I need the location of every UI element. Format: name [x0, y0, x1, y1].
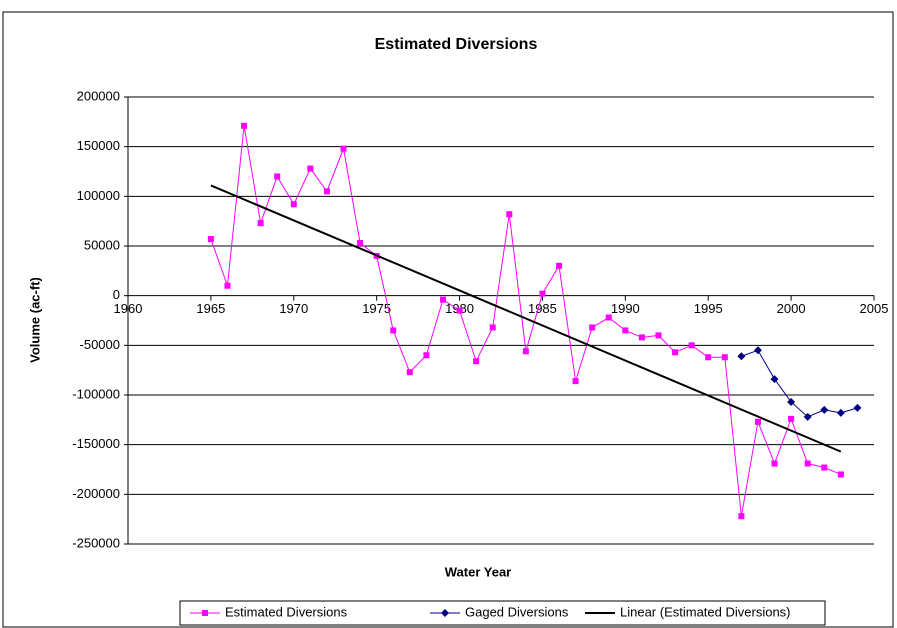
- data-point: [837, 471, 844, 478]
- y-tick-label: 50000: [84, 237, 120, 252]
- data-point: [804, 460, 811, 467]
- legend-label: Linear (Estimated Diversions): [620, 604, 791, 619]
- data-point: [853, 403, 862, 412]
- data-point: [539, 290, 546, 297]
- y-tick-label: 200000: [77, 88, 120, 103]
- y-tick-label: 0: [113, 287, 120, 302]
- data-point: [473, 358, 480, 365]
- x-tick-label: 1965: [196, 301, 225, 316]
- data-point: [737, 352, 746, 361]
- chart-title: Estimated Diversions: [375, 36, 538, 53]
- x-tick-label: 1970: [279, 301, 308, 316]
- data-point: [820, 405, 829, 414]
- data-point: [274, 173, 281, 180]
- data-point: [522, 348, 529, 355]
- data-point: [456, 307, 463, 314]
- data-point: [489, 324, 496, 331]
- legend-marker: [441, 609, 449, 617]
- y-axis-label: Volume (ac-ft): [27, 277, 42, 363]
- data-point: [754, 418, 761, 425]
- data-point: [307, 165, 314, 172]
- data-point: [556, 262, 563, 269]
- x-axis-label: Water Year: [445, 564, 512, 579]
- data-point: [423, 352, 430, 359]
- data-point: [721, 354, 728, 361]
- data-point: [705, 354, 712, 361]
- y-tick-label: -200000: [72, 486, 120, 501]
- legend-label: Gaged Diversions: [465, 604, 569, 619]
- chart-border: [2, 11, 894, 628]
- legend-marker: [202, 610, 208, 616]
- x-tick-label: 1985: [528, 301, 557, 316]
- data-point: [257, 220, 264, 227]
- data-point: [290, 201, 297, 208]
- data-point: [340, 145, 347, 152]
- data-point: [803, 412, 812, 421]
- data-point: [506, 211, 513, 218]
- x-tick-label: 1975: [362, 301, 391, 316]
- data-point: [207, 236, 214, 243]
- y-tick-label: -50000: [80, 337, 120, 352]
- data-point: [224, 282, 231, 289]
- data-point: [439, 296, 446, 303]
- data-point: [738, 513, 745, 520]
- data-point: [323, 188, 330, 195]
- legend-label: Estimated Diversions: [225, 604, 348, 619]
- x-tick-label: 2000: [777, 301, 806, 316]
- data-point: [638, 334, 645, 341]
- data-point: [771, 460, 778, 467]
- data-point: [672, 349, 679, 356]
- data-point: [821, 464, 828, 471]
- data-point: [605, 314, 612, 321]
- data-point: [836, 408, 845, 417]
- data-point: [589, 324, 596, 331]
- data-point: [655, 332, 662, 339]
- series-line: [210, 184, 842, 453]
- data-point: [241, 122, 248, 129]
- data-point: [572, 378, 579, 385]
- data-point: [688, 342, 695, 349]
- data-point: [390, 327, 397, 334]
- data-point: [787, 397, 796, 406]
- data-point: [406, 369, 413, 376]
- x-tick-label: 1990: [611, 301, 640, 316]
- data-point: [622, 327, 629, 334]
- y-tick-label: -150000: [72, 436, 120, 451]
- x-tick-label: 1995: [694, 301, 723, 316]
- data-point: [788, 415, 795, 422]
- data-point: [753, 346, 762, 355]
- data-point: [770, 375, 779, 384]
- data-point: [357, 240, 364, 247]
- x-tick-label: 1960: [114, 301, 143, 316]
- legend-box: [179, 600, 826, 626]
- y-tick-label: -100000: [72, 386, 120, 401]
- x-tick-label: 2005: [860, 301, 889, 316]
- y-tick-label: -250000: [72, 535, 120, 550]
- y-tick-label: 100000: [77, 188, 120, 203]
- y-tick-label: 150000: [77, 138, 120, 153]
